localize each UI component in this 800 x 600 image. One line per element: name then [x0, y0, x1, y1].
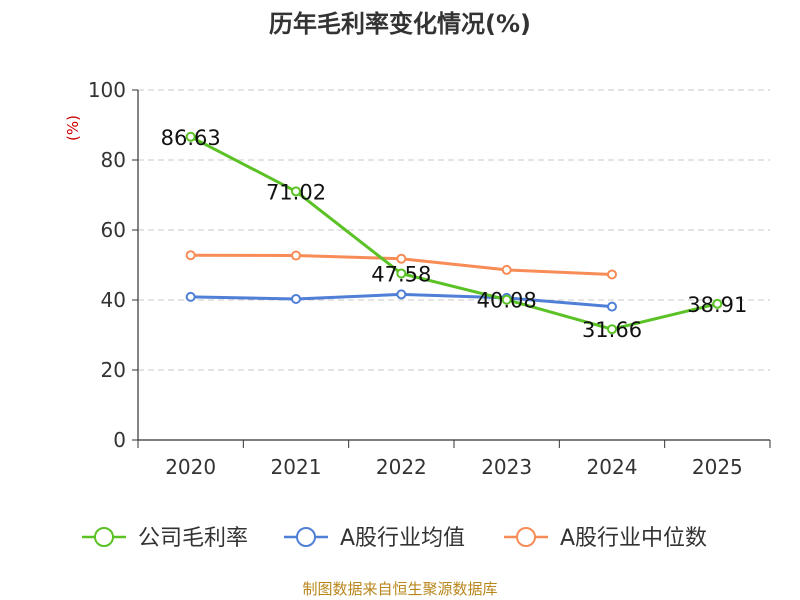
legend-item-1[interactable]: A股行业均值	[284, 526, 465, 551]
y-tick-label: 0	[113, 428, 126, 452]
data-point[interactable]	[291, 250, 301, 261]
legend-marker-icon	[516, 527, 536, 547]
legend-item-2[interactable]: A股行业中位数	[504, 526, 707, 551]
legend-marker-icon	[94, 527, 114, 547]
legend-item-0[interactable]: 公司毛利率	[82, 526, 248, 551]
data-label: 86.63	[161, 126, 221, 150]
data-point[interactable]	[607, 269, 617, 280]
legend[interactable]: 公司毛利率 A股行业均值 A股行业中位数	[82, 526, 707, 551]
y-tick-label: 80	[101, 148, 126, 172]
data-point[interactable]	[501, 294, 512, 305]
data-point[interactable]	[185, 131, 196, 142]
data-point[interactable]	[185, 291, 196, 302]
data-point[interactable]	[607, 324, 617, 335]
data-labels: 86.63 71.02 47.58 40.08 31.66 38.91	[161, 126, 748, 342]
y-tick-label: 40	[101, 288, 126, 312]
x-tick-label: 2020	[165, 455, 216, 479]
x-tick-label: 2023	[481, 455, 532, 479]
data-label: 40.08	[477, 289, 537, 313]
legend-label: A股行业均值	[340, 526, 465, 551]
y-axis-label: (%)	[64, 115, 82, 141]
data-label: 47.58	[371, 262, 431, 286]
legend-label: 公司毛利率	[138, 526, 248, 551]
chart-title: 历年毛利率变化情况(%)	[269, 10, 531, 38]
data-point[interactable]	[291, 293, 301, 304]
axes: 0 20 40 60 80 100 2020 2021 2022 2023 2024 2025	[88, 78, 771, 479]
y-tick-label: 20	[101, 358, 126, 382]
series-lines	[185, 131, 723, 335]
data-label: 31.66	[582, 318, 642, 342]
series-line-0	[190, 135, 718, 331]
data-label: 38.91	[687, 293, 747, 317]
legend-label: A股行业中位数	[560, 526, 707, 551]
data-point[interactable]	[185, 250, 196, 261]
source-note: 制图数据来自恒生聚源数据库	[302, 580, 497, 598]
data-point[interactable]	[607, 301, 617, 312]
data-point[interactable]	[291, 186, 301, 197]
data-point[interactable]	[396, 253, 407, 264]
data-point[interactable]	[712, 298, 723, 309]
data-point[interactable]	[501, 264, 512, 275]
x-tick-label: 2022	[376, 455, 427, 479]
x-tick-label: 2024	[587, 455, 638, 479]
x-tick-label: 2025	[692, 455, 743, 479]
y-tick-label: 100	[88, 78, 126, 102]
legend-marker-icon	[296, 527, 316, 547]
y-tick-label: 60	[101, 218, 126, 242]
data-label: 71.02	[266, 180, 326, 204]
data-point[interactable]	[396, 289, 407, 300]
data-point[interactable]	[396, 268, 407, 279]
grid-lines	[138, 89, 770, 371]
x-tick-label: 2021	[271, 455, 322, 479]
